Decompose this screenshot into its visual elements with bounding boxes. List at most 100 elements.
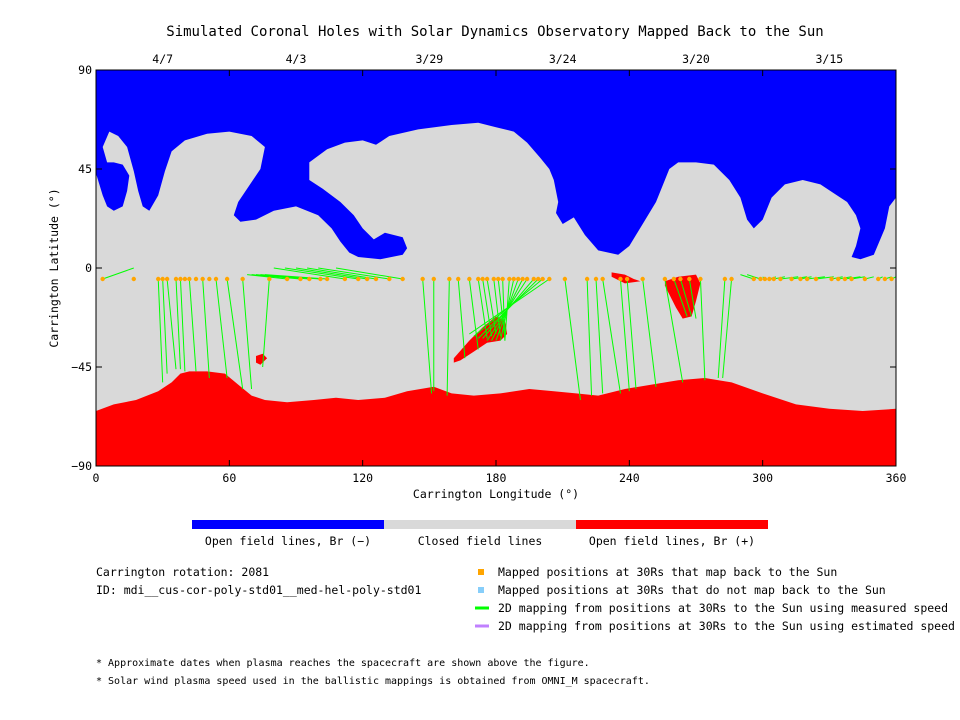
legend-unmapped-label: Mapped positions at 30Rs that do not map…: [498, 583, 886, 597]
mapped-point-36: [496, 276, 501, 282]
mapping-line-58: [746, 274, 761, 280]
mapping-line-7: [202, 278, 210, 379]
mapped-point-31: [467, 276, 472, 282]
carrington-rotation: Carrington rotation: 2081: [96, 565, 269, 579]
mapped-point-73: [842, 276, 848, 282]
colorbar-segment-negative: [192, 520, 384, 529]
mapped-point-65: [771, 276, 776, 282]
mapping-line-55: [717, 278, 726, 379]
mapped-point-5: [173, 276, 179, 282]
mapping-line-11: [262, 278, 270, 368]
colorbar-label-positive: Open field lines, Br (+): [589, 534, 755, 548]
north-negative-open-region: [96, 70, 896, 260]
mapped-point-48: [584, 276, 590, 282]
mapping-line-19: [295, 267, 368, 280]
mapped-point-35: [491, 276, 496, 282]
mapped-point-71: [829, 276, 834, 282]
mapped-point-33: [480, 276, 485, 282]
mapping-line-43: [564, 278, 581, 401]
x-tick-label: 300: [752, 471, 773, 485]
mapped-point-53: [640, 276, 645, 282]
mapped-point-21: [342, 276, 348, 282]
mapped-point-54: [662, 276, 668, 282]
mapped-point-41: [520, 276, 525, 282]
mapped-point-66: [778, 276, 783, 282]
y-tick-label: −45: [71, 360, 92, 374]
mapped-point-38: [507, 276, 512, 282]
field-regions: [96, 70, 896, 466]
mapped-point-49: [593, 276, 599, 282]
x-tick-label: 360: [886, 471, 907, 485]
mapped-point-34: [484, 276, 490, 282]
colorbar-segment-closed: [384, 520, 576, 529]
x-tick-label: 120: [352, 471, 373, 485]
mapped-point-23: [364, 276, 370, 282]
mapping-line-20: [307, 267, 377, 280]
south-positive-open-region: [96, 371, 896, 466]
mapping-line-40: [477, 278, 539, 339]
mapped-point-28: [431, 276, 436, 282]
mapped-point-77: [882, 276, 888, 282]
mapping-line-3: [166, 278, 177, 370]
mapped-point-11: [207, 276, 212, 282]
mapping-line-46: [602, 278, 621, 394]
mapped-point-40: [516, 276, 521, 282]
mapping-line-0: [102, 267, 134, 280]
mapping-line-70: [851, 276, 865, 280]
mapped-point-47: [562, 276, 568, 282]
mapping-line-25: [446, 278, 450, 396]
axis-ticks: 0 60 120 180 240 300 360 90 45 0 −45 −90 4/7 4/3 3/29 3…: [71, 52, 906, 485]
mapped-point-64: [767, 276, 772, 282]
positive-patch-2: [664, 274, 701, 319]
mapped-point-69: [804, 276, 810, 282]
footnote-speed: * Solar wind plasma speed used in the ba…: [96, 676, 650, 687]
mapping-line-32: [497, 278, 506, 339]
chart-title: Simulated Coronal Holes with Solar Dynam…: [166, 24, 823, 40]
mapped-point-42: [524, 276, 530, 282]
mapped-point-50: [600, 276, 605, 282]
mapped-point-52: [624, 276, 630, 282]
mapped-point-58: [698, 276, 703, 282]
mapping-line-48: [626, 278, 637, 390]
mapped-point-8: [187, 276, 192, 282]
mapped-point-43: [531, 276, 536, 282]
mapped-point-59: [722, 276, 728, 282]
mapped-point-70: [813, 276, 819, 282]
colorbar-label-closed: Closed field lines: [418, 534, 543, 548]
mapping-line-12: [247, 274, 288, 280]
mapping-line-45: [595, 278, 604, 394]
x-tick-label: 180: [486, 471, 507, 485]
mapping-line-6: [188, 278, 197, 372]
mapped-point-20: [324, 276, 330, 282]
mapped-point-3: [160, 276, 165, 282]
y-tick-label: 45: [78, 162, 92, 176]
mapping-line-42: [469, 278, 550, 335]
mapping-line-9: [226, 278, 244, 390]
mapped-point-44: [536, 276, 541, 282]
mapped-point-61: [751, 276, 756, 282]
mapped-point-22: [356, 276, 361, 282]
mapped-point-12: [213, 276, 219, 282]
mapped-point-2: [156, 276, 161, 282]
mapped-point-15: [267, 276, 272, 282]
y-tick-label: 90: [78, 63, 92, 77]
mapped-point-55: [671, 276, 676, 282]
mapped-point-13: [224, 276, 230, 282]
y-tick-label: −90: [71, 459, 92, 473]
mapped-point-19: [318, 276, 323, 282]
legend-measured-label: 2D mapping from positions at 30Rs to the…: [498, 601, 948, 615]
legend-estimated-label: 2D mapping from positions at 30Rs to the…: [498, 619, 955, 633]
mapped-point-24: [373, 276, 379, 282]
mapping-line-10: [242, 278, 253, 390]
mapped-point-39: [511, 276, 516, 282]
mapped-point-17: [298, 276, 303, 282]
mapped-point-68: [798, 276, 803, 282]
mapping-line-23: [422, 278, 433, 394]
legend: Mapped positions at 30Rs that map back t…: [475, 565, 955, 633]
footnote-dates: * Approximate dates when plasma reaches …: [96, 658, 590, 669]
mapped-point-60: [729, 276, 734, 282]
legend-unmapped-marker: [478, 587, 484, 593]
top-date-label: 3/29: [415, 52, 443, 66]
mapped-point-74: [849, 276, 854, 282]
